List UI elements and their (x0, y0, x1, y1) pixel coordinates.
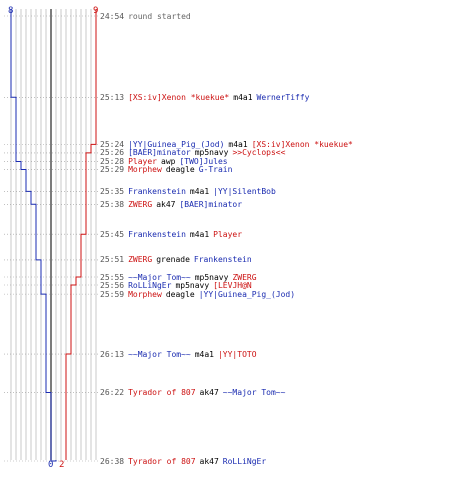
victim-name: [BAER]minator (179, 199, 243, 209)
victim-name: >>Cyclops<< (232, 148, 286, 158)
killer-name: |YY|Guinea_Pig_(Jod) (128, 139, 225, 149)
event-time: 25:51 (100, 255, 125, 265)
killer-name: ~~Major Tom~~ (128, 349, 191, 359)
weapon-name: mp5navy (175, 280, 210, 290)
weapon-name: ak47 (156, 199, 176, 209)
event-time: 25:13 (100, 92, 125, 102)
killer-name: [BAER]minator (128, 148, 191, 158)
event-row: 25:51 ZWERG grenade Frankenstein (100, 254, 256, 265)
killer-name: ZWERG (128, 199, 153, 209)
event-row: 25:13 [XS:iv]Xenon *kuekue* m4a1 WernerTiff… (100, 92, 314, 103)
event-row: 26:22 Tyrador of 807 ak47 ~~Major Tom~~ (100, 387, 289, 398)
killer-name: Frankenstein (128, 229, 186, 239)
event-connectors (4, 15, 98, 462)
killer-name: ~~Major Tom~~ (128, 272, 191, 282)
event-row: 25:59 Morphew deagle |YY|Guinea_Pig_(Jod) (100, 289, 299, 300)
blue-start-count: 8 (8, 6, 13, 16)
event-time: 25:55 (100, 272, 125, 282)
event-time: 25:35 (100, 186, 125, 196)
victim-name: [XS:iv]Xenon *kuekue* (251, 139, 353, 149)
killer-name: Tyrador of 807 (128, 456, 196, 466)
event-row: 26:38 Tyrador of 807 ak47 RoLLiNgEr (100, 456, 270, 467)
weapon-name: deagle (165, 164, 195, 174)
event-row: 25:55 ~~Major Tom~~ mp5navy ZWERG (100, 272, 261, 283)
victim-name: ~~Major Tom~~ (222, 388, 286, 398)
weapon-name: grenade (156, 255, 190, 265)
victim-name: ZWERG (232, 272, 257, 282)
weapon-name: mp5navy (194, 148, 229, 158)
victim-name: G-Train (198, 164, 233, 174)
victim-name: WernerTiffy (256, 92, 310, 102)
event-row: 25:28 Player awp [TWO]Jules (100, 156, 232, 167)
event-time: 25:56 (100, 280, 125, 290)
event-row: 25:26 [BAER]minator mp5navy >>Cyclops<< (100, 147, 289, 158)
killer-name: [XS:iv]Xenon *kuekue* (128, 92, 230, 102)
blue-end-count: 0 (48, 460, 53, 470)
blue-team-alive-line (10, 9, 57, 462)
victim-name: RoLLiNgEr (222, 456, 267, 466)
event-time: 26:22 (100, 388, 125, 398)
killer-name: Morphew (128, 164, 162, 174)
weapon-name: deagle (165, 289, 195, 299)
weapon-name: ak47 (199, 388, 219, 398)
event-time: 25:29 (100, 164, 125, 174)
victim-name: Player (213, 229, 243, 239)
event-time: 26:38 (100, 456, 125, 466)
victim-name: |YY|TOTO (217, 349, 257, 359)
event-time: 25:24 (100, 139, 125, 149)
weapon-name: m4a1 (189, 229, 210, 239)
victim-name: [TWO]Jules (179, 156, 228, 166)
event-row: 24:54 round started (100, 11, 195, 22)
event-row: 25:45 Frankenstein m4a1 Player (100, 229, 246, 240)
event-row: 26:13 ~~Major Tom~~ m4a1 |YY|TOTO (100, 349, 261, 360)
weapon-name: m4a1 (228, 139, 248, 149)
weapon-name: m4a1 (194, 349, 214, 359)
killer-name: Tyrador of 807 (128, 388, 196, 398)
killer-name: Player (128, 156, 157, 166)
red-team-alive-line (65, 9, 97, 460)
weapon-name: mp5navy (194, 272, 229, 282)
victim-name: |YY|Guinea_Pig_(Jod) (198, 289, 296, 299)
event-time: 25:45 (100, 229, 125, 239)
event-time: 25:59 (100, 289, 125, 299)
victim-name: |YY|SilentBob (213, 186, 276, 196)
killer-name: ZWERG (128, 255, 153, 265)
victim-name: [LEVJH@N (213, 280, 252, 290)
weapon-name: m4a1 (189, 186, 210, 196)
victim-name: Frankenstein (193, 255, 252, 265)
event-row: 25:29 Morphew deagle G-Train (100, 164, 236, 175)
event-row: 25:35 Frankenstein m4a1 |YY|SilentBob (100, 186, 280, 197)
event-time: 25:38 (100, 199, 125, 209)
event-time: 26:13 (100, 349, 125, 359)
event-time: 25:28 (100, 156, 125, 166)
event-message: round started (128, 11, 191, 21)
killer-name: Frankenstein (128, 186, 186, 196)
event-row: 25:56 RoLLiNgEr mp5navy [LEVJH@N (100, 280, 256, 291)
weapon-name: m4a1 (233, 92, 253, 102)
event-row: 25:24 |YY|Guinea_Pig_(Jod) m4a1 [XS:iv]Xeno… (100, 139, 357, 150)
event-row: 25:38 ZWERG ak47 [BAER]minator (100, 199, 246, 210)
weapon-name: awp (161, 156, 176, 166)
event-time: 24:54 (100, 11, 125, 21)
killer-name: Morphew (128, 289, 162, 299)
event-time: 25:26 (100, 148, 125, 158)
killer-name: RoLLiNgEr (128, 280, 172, 290)
red-start-count: 9 (93, 6, 98, 16)
weapon-name: ak47 (199, 456, 219, 466)
red-end-count: 2 (59, 460, 64, 470)
